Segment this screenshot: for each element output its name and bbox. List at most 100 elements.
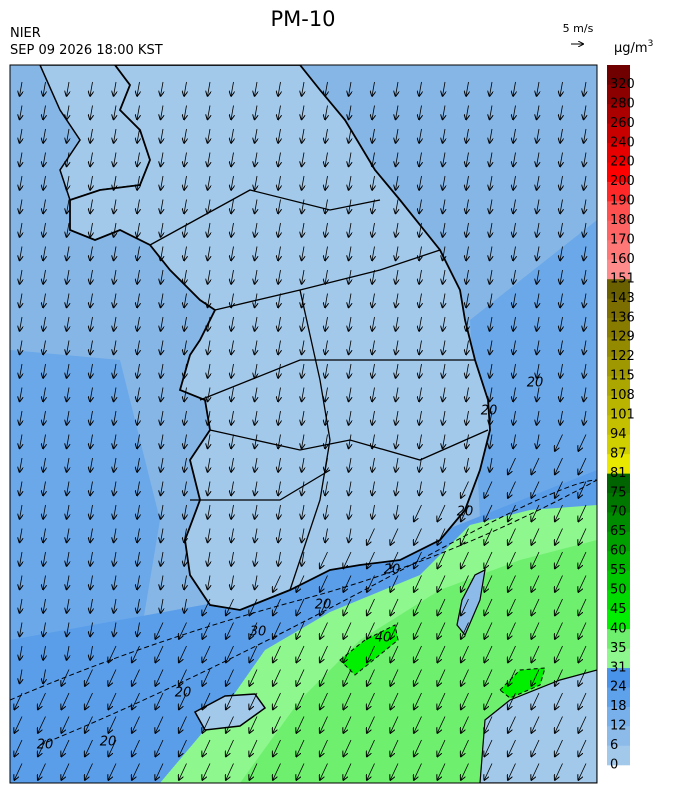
wind-arrow — [320, 692, 328, 709]
colorbar-swatch — [607, 628, 630, 649]
wind-arrow — [20, 316, 22, 331]
wind-arrow — [161, 152, 163, 167]
wind-arrow — [367, 645, 375, 662]
wind-arrow — [255, 152, 257, 167]
wind-arrow — [43, 199, 45, 214]
wind-arrow — [513, 175, 515, 190]
wind-arrow — [255, 410, 257, 425]
wind-arrow — [20, 551, 22, 566]
wind-arrow — [108, 739, 117, 756]
wind-arrow — [490, 457, 492, 472]
wind-arrow — [67, 152, 69, 167]
wind-arrow — [419, 269, 421, 284]
wind-arrow — [184, 199, 186, 214]
wind-arrow — [531, 716, 540, 733]
wind-arrow — [490, 246, 492, 261]
wind-arrow — [278, 128, 280, 143]
wind-arrow — [161, 199, 163, 214]
wind-arrow — [484, 481, 493, 498]
wind-arrow — [302, 152, 304, 167]
wind-arrow — [67, 598, 69, 613]
wind-arrow — [537, 105, 539, 120]
colorbar-swatch — [607, 240, 630, 260]
wind-arrow — [466, 199, 468, 214]
wind-arrow — [490, 387, 492, 402]
wind-arrow — [137, 457, 139, 472]
colorbar-label: 50 — [610, 583, 627, 598]
wind-arrow — [372, 340, 374, 355]
wind-arrow — [14, 739, 23, 756]
wind-arrow — [137, 316, 139, 331]
wind-arrow — [137, 481, 139, 496]
wind-arrow — [231, 504, 233, 519]
wind-arrow — [137, 269, 139, 284]
sea-band — [470, 220, 597, 520]
wind-arrow — [161, 81, 163, 96]
wind-arrow — [584, 222, 586, 237]
wind-arrow — [537, 293, 539, 308]
wind-arrow — [302, 457, 304, 472]
wind-arrow — [231, 152, 233, 167]
wind-arrow — [578, 457, 587, 474]
wind-arrow — [208, 457, 210, 472]
wind-arrow — [255, 457, 257, 472]
wind-arrow — [490, 316, 492, 331]
wind-arrow — [349, 434, 351, 449]
wind-arrow — [249, 669, 258, 686]
wind-arrow — [278, 105, 280, 120]
wind-arrow — [38, 739, 46, 756]
wind-arrow — [231, 551, 233, 566]
wind-arrow — [61, 739, 70, 756]
wind-arrow — [114, 222, 116, 237]
wind-arrow — [43, 622, 45, 637]
colorbar-swatch — [607, 667, 630, 688]
wind-arrow — [302, 387, 304, 402]
wind-arrow — [508, 669, 516, 686]
wind-arrow — [484, 598, 493, 615]
wind-arrow — [584, 128, 586, 143]
wind-arrow — [296, 716, 305, 733]
wind-arrow — [161, 551, 163, 566]
wind-arrow — [132, 716, 140, 733]
contour-label: 30 — [250, 625, 267, 640]
wind-arrow — [43, 457, 45, 472]
wind-arrow — [443, 387, 445, 402]
wind-arrow — [67, 645, 69, 660]
wind-arrow — [437, 528, 446, 545]
wind-arrow — [132, 739, 140, 756]
wind-arrow — [419, 81, 421, 96]
wind-arrow — [161, 269, 163, 284]
wind-arrow — [208, 152, 210, 167]
wind-arrow — [578, 528, 587, 545]
wind-arrow — [114, 387, 116, 402]
colorbar-swatch — [607, 278, 630, 299]
wind-arrow — [273, 763, 281, 780]
wind-arrow — [114, 81, 116, 96]
wind-arrow — [466, 105, 468, 120]
wind-arrow — [43, 575, 45, 590]
wind-arrow — [390, 739, 399, 756]
wind-arrow — [490, 410, 492, 425]
wind-arrow — [419, 152, 421, 167]
wind-arrow — [90, 340, 92, 355]
wind-arrow — [296, 645, 305, 662]
wind-arrow — [90, 293, 92, 308]
wind-arrow — [443, 199, 445, 214]
wind-arrow — [184, 105, 186, 120]
wind-arrow — [132, 669, 140, 686]
wind-arrow — [537, 222, 539, 237]
wind-arrow — [90, 528, 92, 543]
wind-arrow — [320, 622, 328, 639]
wind-arrow — [184, 246, 186, 261]
wind-arrow — [466, 246, 468, 261]
wind-arrow — [419, 128, 421, 143]
wind-arrow — [419, 199, 421, 214]
wind-arrow — [537, 246, 539, 261]
wind-arrow — [414, 669, 422, 686]
contour-label: 20 — [457, 505, 474, 520]
colorbar-swatch — [607, 551, 630, 571]
wind-arrow — [43, 269, 45, 284]
wind-arrow — [414, 645, 422, 662]
wind-arrow — [461, 645, 469, 662]
wind-arrow — [349, 363, 351, 378]
